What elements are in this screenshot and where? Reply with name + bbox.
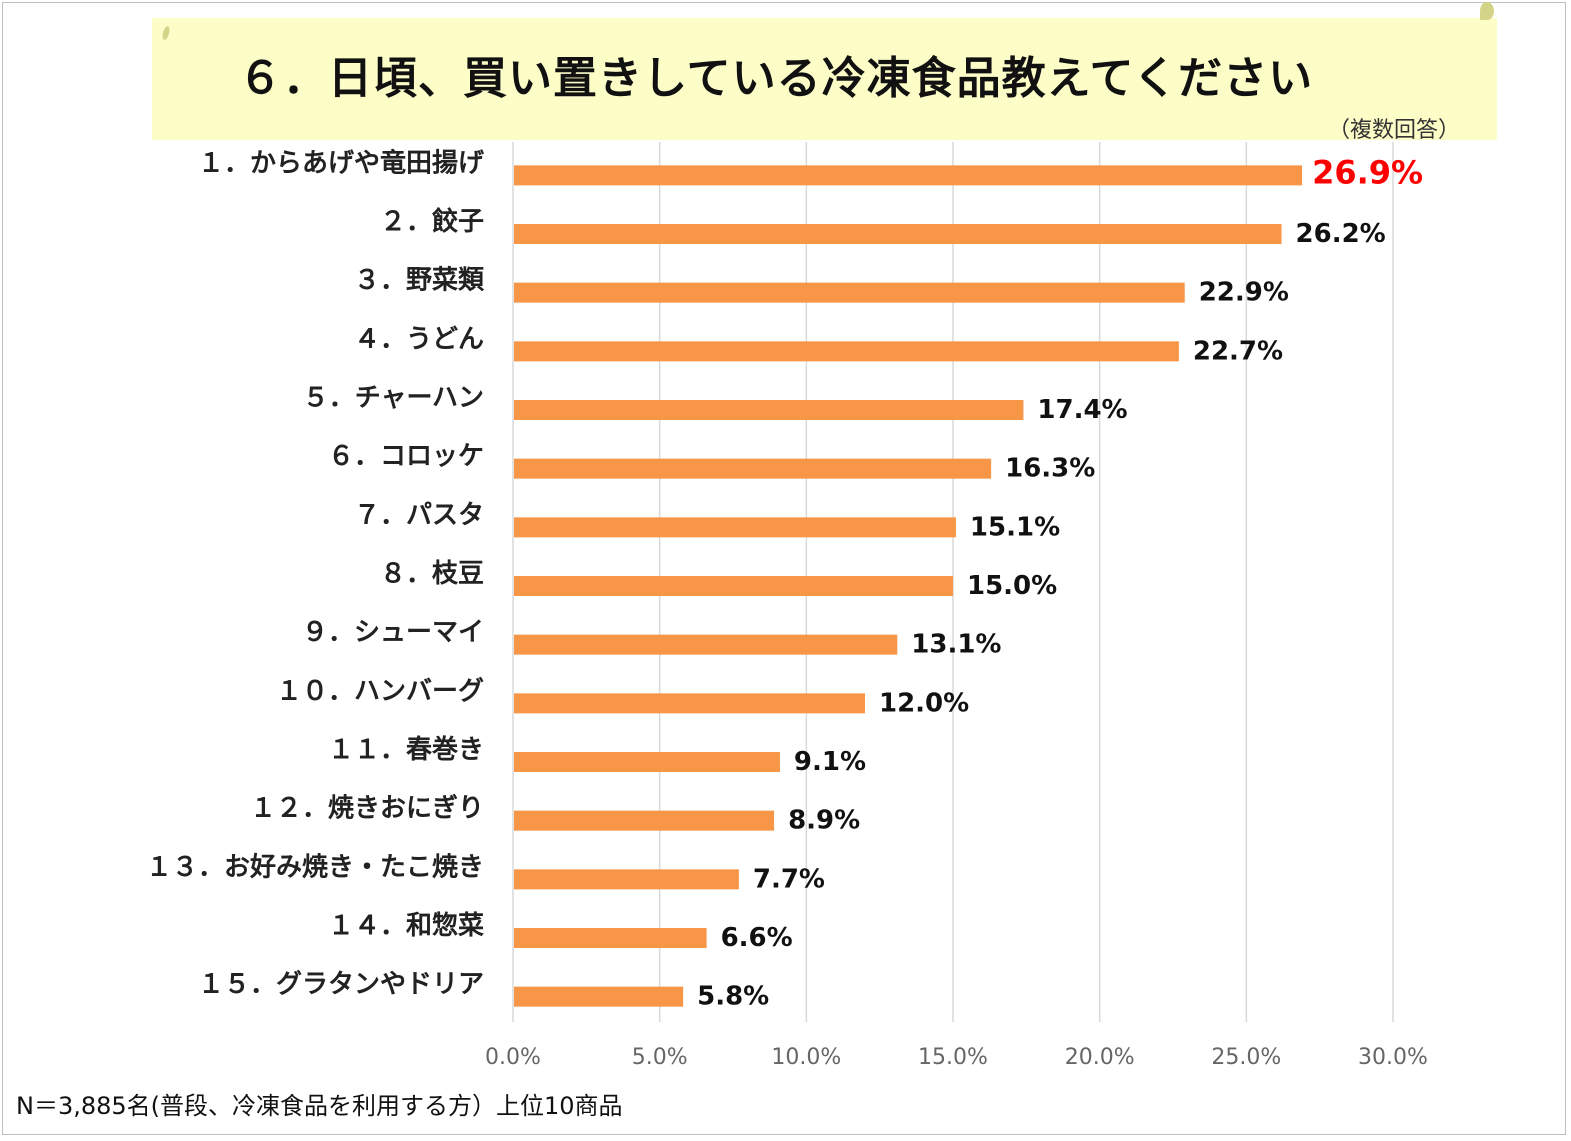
data-label: 6.6% bbox=[721, 923, 793, 953]
category-label: ５．チャーハン bbox=[303, 383, 484, 413]
data-label: 26.9% bbox=[1312, 153, 1423, 191]
x-tick-label: 10.0% bbox=[771, 1045, 841, 1070]
bar bbox=[514, 517, 956, 538]
category-label: １３．お好み焼き・たこ焼き bbox=[146, 852, 484, 882]
data-label: 22.7% bbox=[1193, 336, 1283, 366]
bar bbox=[514, 928, 707, 948]
data-label: 15.1% bbox=[970, 512, 1060, 542]
data-label: 22.9% bbox=[1199, 278, 1289, 308]
category-label: １１．春巻き bbox=[328, 735, 484, 765]
bar bbox=[514, 224, 1282, 244]
bar bbox=[514, 752, 780, 772]
data-label: 12.0% bbox=[879, 688, 969, 718]
x-tick-label: 20.0% bbox=[1065, 1045, 1135, 1070]
x-tick-label: 5.0% bbox=[632, 1045, 688, 1070]
data-label: 15.0% bbox=[967, 571, 1057, 601]
chart-title: ６．日頃、買い置きしている冷凍食品教えてください bbox=[238, 53, 1314, 104]
x-tick-label: 0.0% bbox=[485, 1045, 541, 1070]
category-label: １４．和惣菜 bbox=[328, 911, 484, 941]
bar bbox=[514, 634, 898, 655]
bar bbox=[514, 400, 1024, 420]
category-label: １０．ハンバーグ bbox=[276, 676, 484, 706]
bar bbox=[514, 458, 992, 479]
bar bbox=[514, 693, 865, 714]
data-label: 13.1% bbox=[911, 630, 1001, 660]
category-label: ８．枝豆 bbox=[380, 559, 484, 589]
bar bbox=[514, 165, 1303, 186]
x-tick-label: 15.0% bbox=[918, 1045, 988, 1070]
bar bbox=[514, 869, 739, 890]
category-label: １．からあげや竜田揚げ bbox=[198, 147, 485, 178]
footnote: N＝3,885名(普段、冷凍食品を利用する方）上位10商品 bbox=[16, 1092, 623, 1120]
bar bbox=[514, 341, 1179, 362]
category-label: ４．うどん bbox=[354, 324, 484, 354]
category-label: １２．焼きおにぎり bbox=[250, 794, 484, 824]
bar bbox=[514, 576, 953, 596]
data-label: 7.7% bbox=[753, 864, 825, 894]
category-label: ３．野菜類 bbox=[354, 266, 485, 296]
data-label: 9.1% bbox=[794, 747, 866, 777]
data-label: 8.9% bbox=[788, 806, 860, 836]
title-banner bbox=[152, 18, 1497, 140]
category-label: １５．グラタンやドリア bbox=[198, 970, 484, 1000]
x-tick-label: 25.0% bbox=[1211, 1045, 1281, 1070]
scroll-curl-icon bbox=[1480, 2, 1494, 20]
bar bbox=[514, 282, 1185, 303]
category-label: ７．パスタ bbox=[354, 500, 484, 530]
bar bbox=[514, 810, 775, 831]
data-label: 16.3% bbox=[1005, 454, 1095, 484]
category-label: ２．餃子 bbox=[380, 206, 484, 237]
data-label: 5.8% bbox=[697, 982, 769, 1012]
category-label: ６．コロッケ bbox=[328, 442, 484, 472]
chart-subtitle: （複数回答） bbox=[1328, 118, 1461, 143]
data-label: 26.2% bbox=[1296, 219, 1386, 249]
category-label: ９．シューマイ bbox=[302, 618, 484, 648]
bar bbox=[514, 986, 684, 1007]
data-label: 17.4% bbox=[1037, 395, 1127, 425]
x-tick-label: 30.0% bbox=[1358, 1045, 1428, 1070]
